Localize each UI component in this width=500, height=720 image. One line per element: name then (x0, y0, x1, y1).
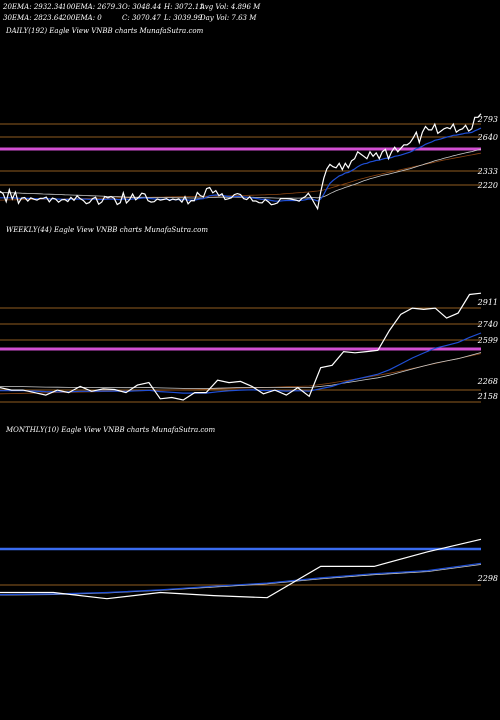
monthly-panel: 2298 (0, 538, 498, 600)
y-tick-label: 2793 (477, 115, 498, 124)
daily-panel-title: DAILY(192) Eagle View VNBB charts Munafa… (5, 27, 204, 35)
daily-panel: 2793 2640 2333 2220 (0, 113, 498, 211)
weekly-panel-title: WEEKLY(44) Eagle View VNBB charts Munafa… (6, 226, 208, 234)
header-200ema: 200EMA: 0 (61, 14, 102, 22)
ema-short-line (0, 332, 482, 394)
y-tick-label: 2740 (477, 320, 498, 329)
header-open: O: 3048.44 (122, 3, 161, 11)
ema-long-line (0, 352, 482, 390)
header-20ema: 20EMA: 2932.34 (2, 3, 63, 11)
y-tick-label: 2640 (477, 133, 498, 142)
y-tick-label: 2158 (477, 392, 498, 401)
header-day-vol: Day Vol: 7.63 M (199, 14, 257, 22)
ema-short-line (0, 562, 482, 596)
price-line (0, 292, 482, 401)
ema-slow-line (0, 353, 482, 395)
y-tick-label: 2220 (477, 181, 498, 190)
weekly-panel: 2911 2740 2599 2268 2158 (0, 292, 498, 403)
monthly-panel-title: MONTHLY(10) Eagle View VNBB charts Munaf… (5, 426, 216, 434)
header-100ema: 100EMA: 2679.3 (62, 3, 122, 11)
price-line (0, 538, 482, 600)
y-tick-label: 2268 (477, 377, 498, 386)
header-close: C: 3070.47 (122, 14, 161, 22)
ema-long-line (0, 148, 482, 199)
y-tick-label: 2911 (477, 298, 498, 307)
header-low: L: 3039.99 (163, 14, 203, 22)
header-high: H: 3072.11 (163, 3, 204, 11)
price-line (0, 113, 482, 211)
y-tick-label: 2298 (477, 574, 498, 583)
y-tick-label: 2333 (477, 167, 498, 176)
header-30ema: 30EMA: 2823.64 (3, 14, 63, 22)
y-tick-label: 2599 (477, 336, 498, 345)
header-avg-vol: Avg Vol: 4.896 M (199, 3, 261, 11)
